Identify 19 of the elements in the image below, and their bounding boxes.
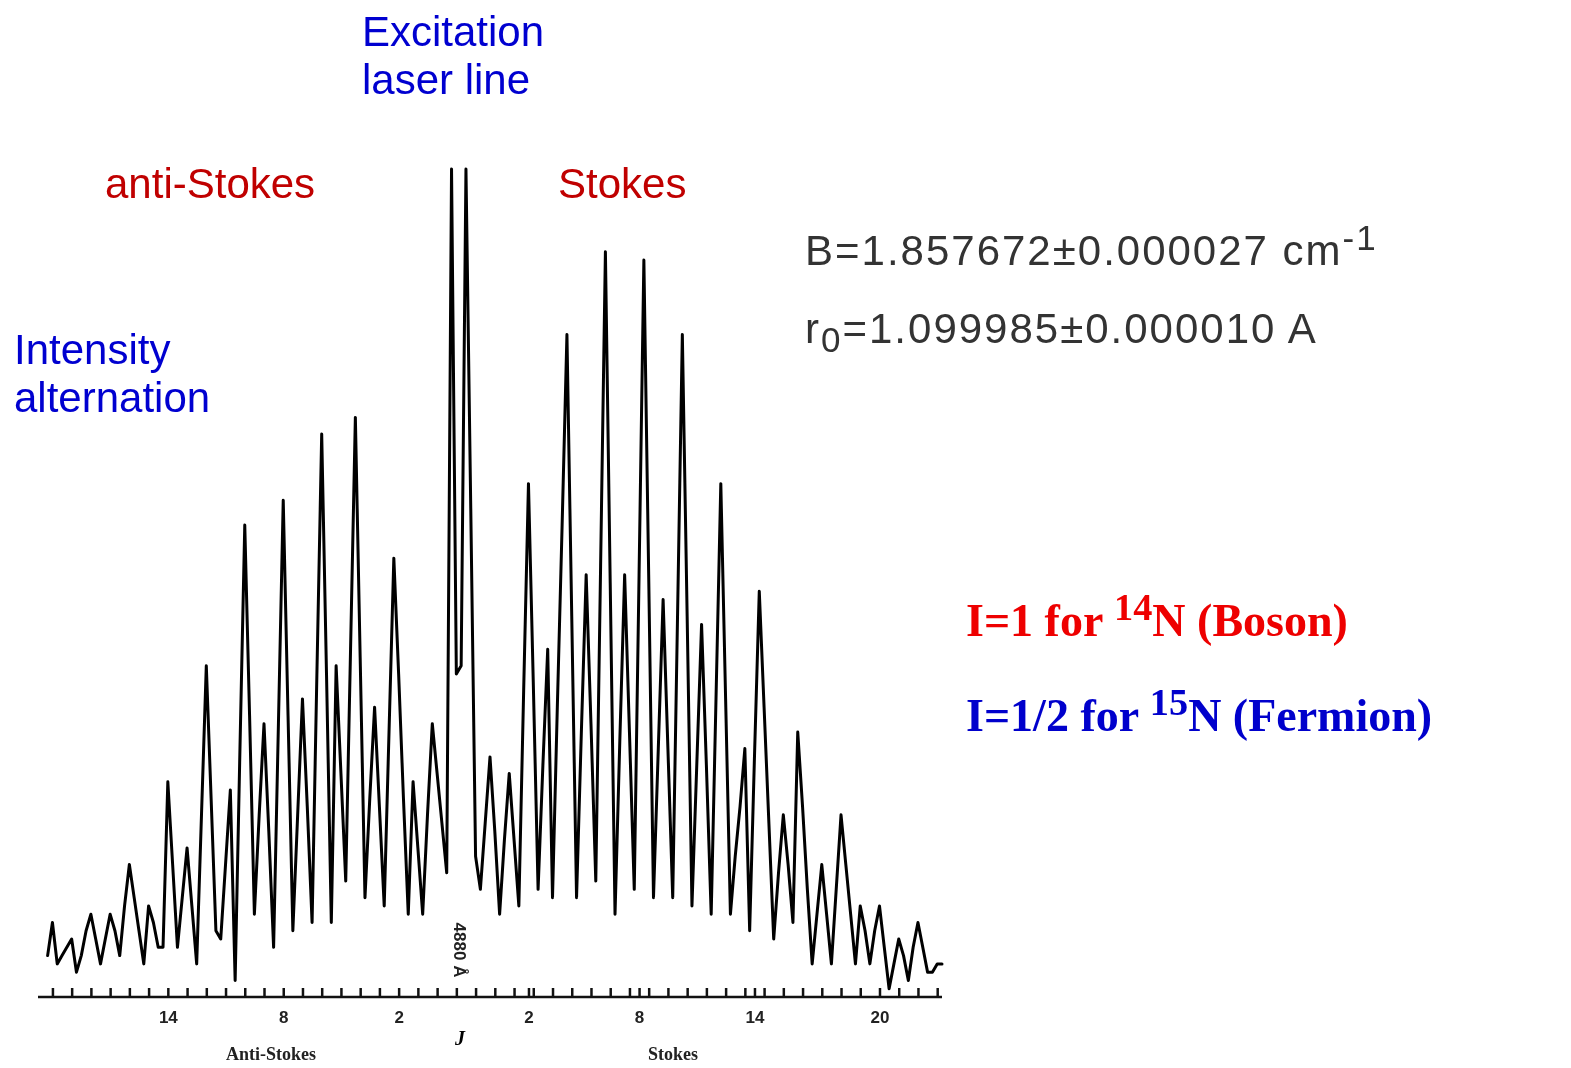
text: Stokes <box>648 1044 699 1065</box>
text: Anti-Stokes <box>226 1044 317 1065</box>
text: Excitation laser line <box>362 8 546 105</box>
annotation: Stokes <box>558 160 687 209</box>
x-axis-title: J <box>454 1027 466 1049</box>
x-tick-label: 8 <box>634 1008 645 1028</box>
x-tick-label: 20 <box>870 1008 890 1028</box>
annotation: anti-Stokes <box>105 160 316 209</box>
annotation: Intensity alternation <box>14 326 212 423</box>
text: I=1 for $^{14}$N (Boson) <box>966 585 1348 649</box>
annotation: 4880 Å <box>449 922 469 978</box>
x-tick-label: 14 <box>745 1008 765 1028</box>
annotation: r$_{0}$=1.099985±0.000010 A <box>805 305 1318 361</box>
x-tick-label: 2 <box>394 1008 404 1028</box>
annotation: B=1.857672±0.000027 cm$^{-1}$ <box>805 218 1378 276</box>
x-tick-label: 14 <box>158 1008 179 1028</box>
x-tick-label: 8 <box>279 1008 289 1028</box>
x-tick-label: 2 <box>524 1008 534 1028</box>
text: I=1/2 for $^{15}$N (Fermion) <box>966 680 1433 744</box>
